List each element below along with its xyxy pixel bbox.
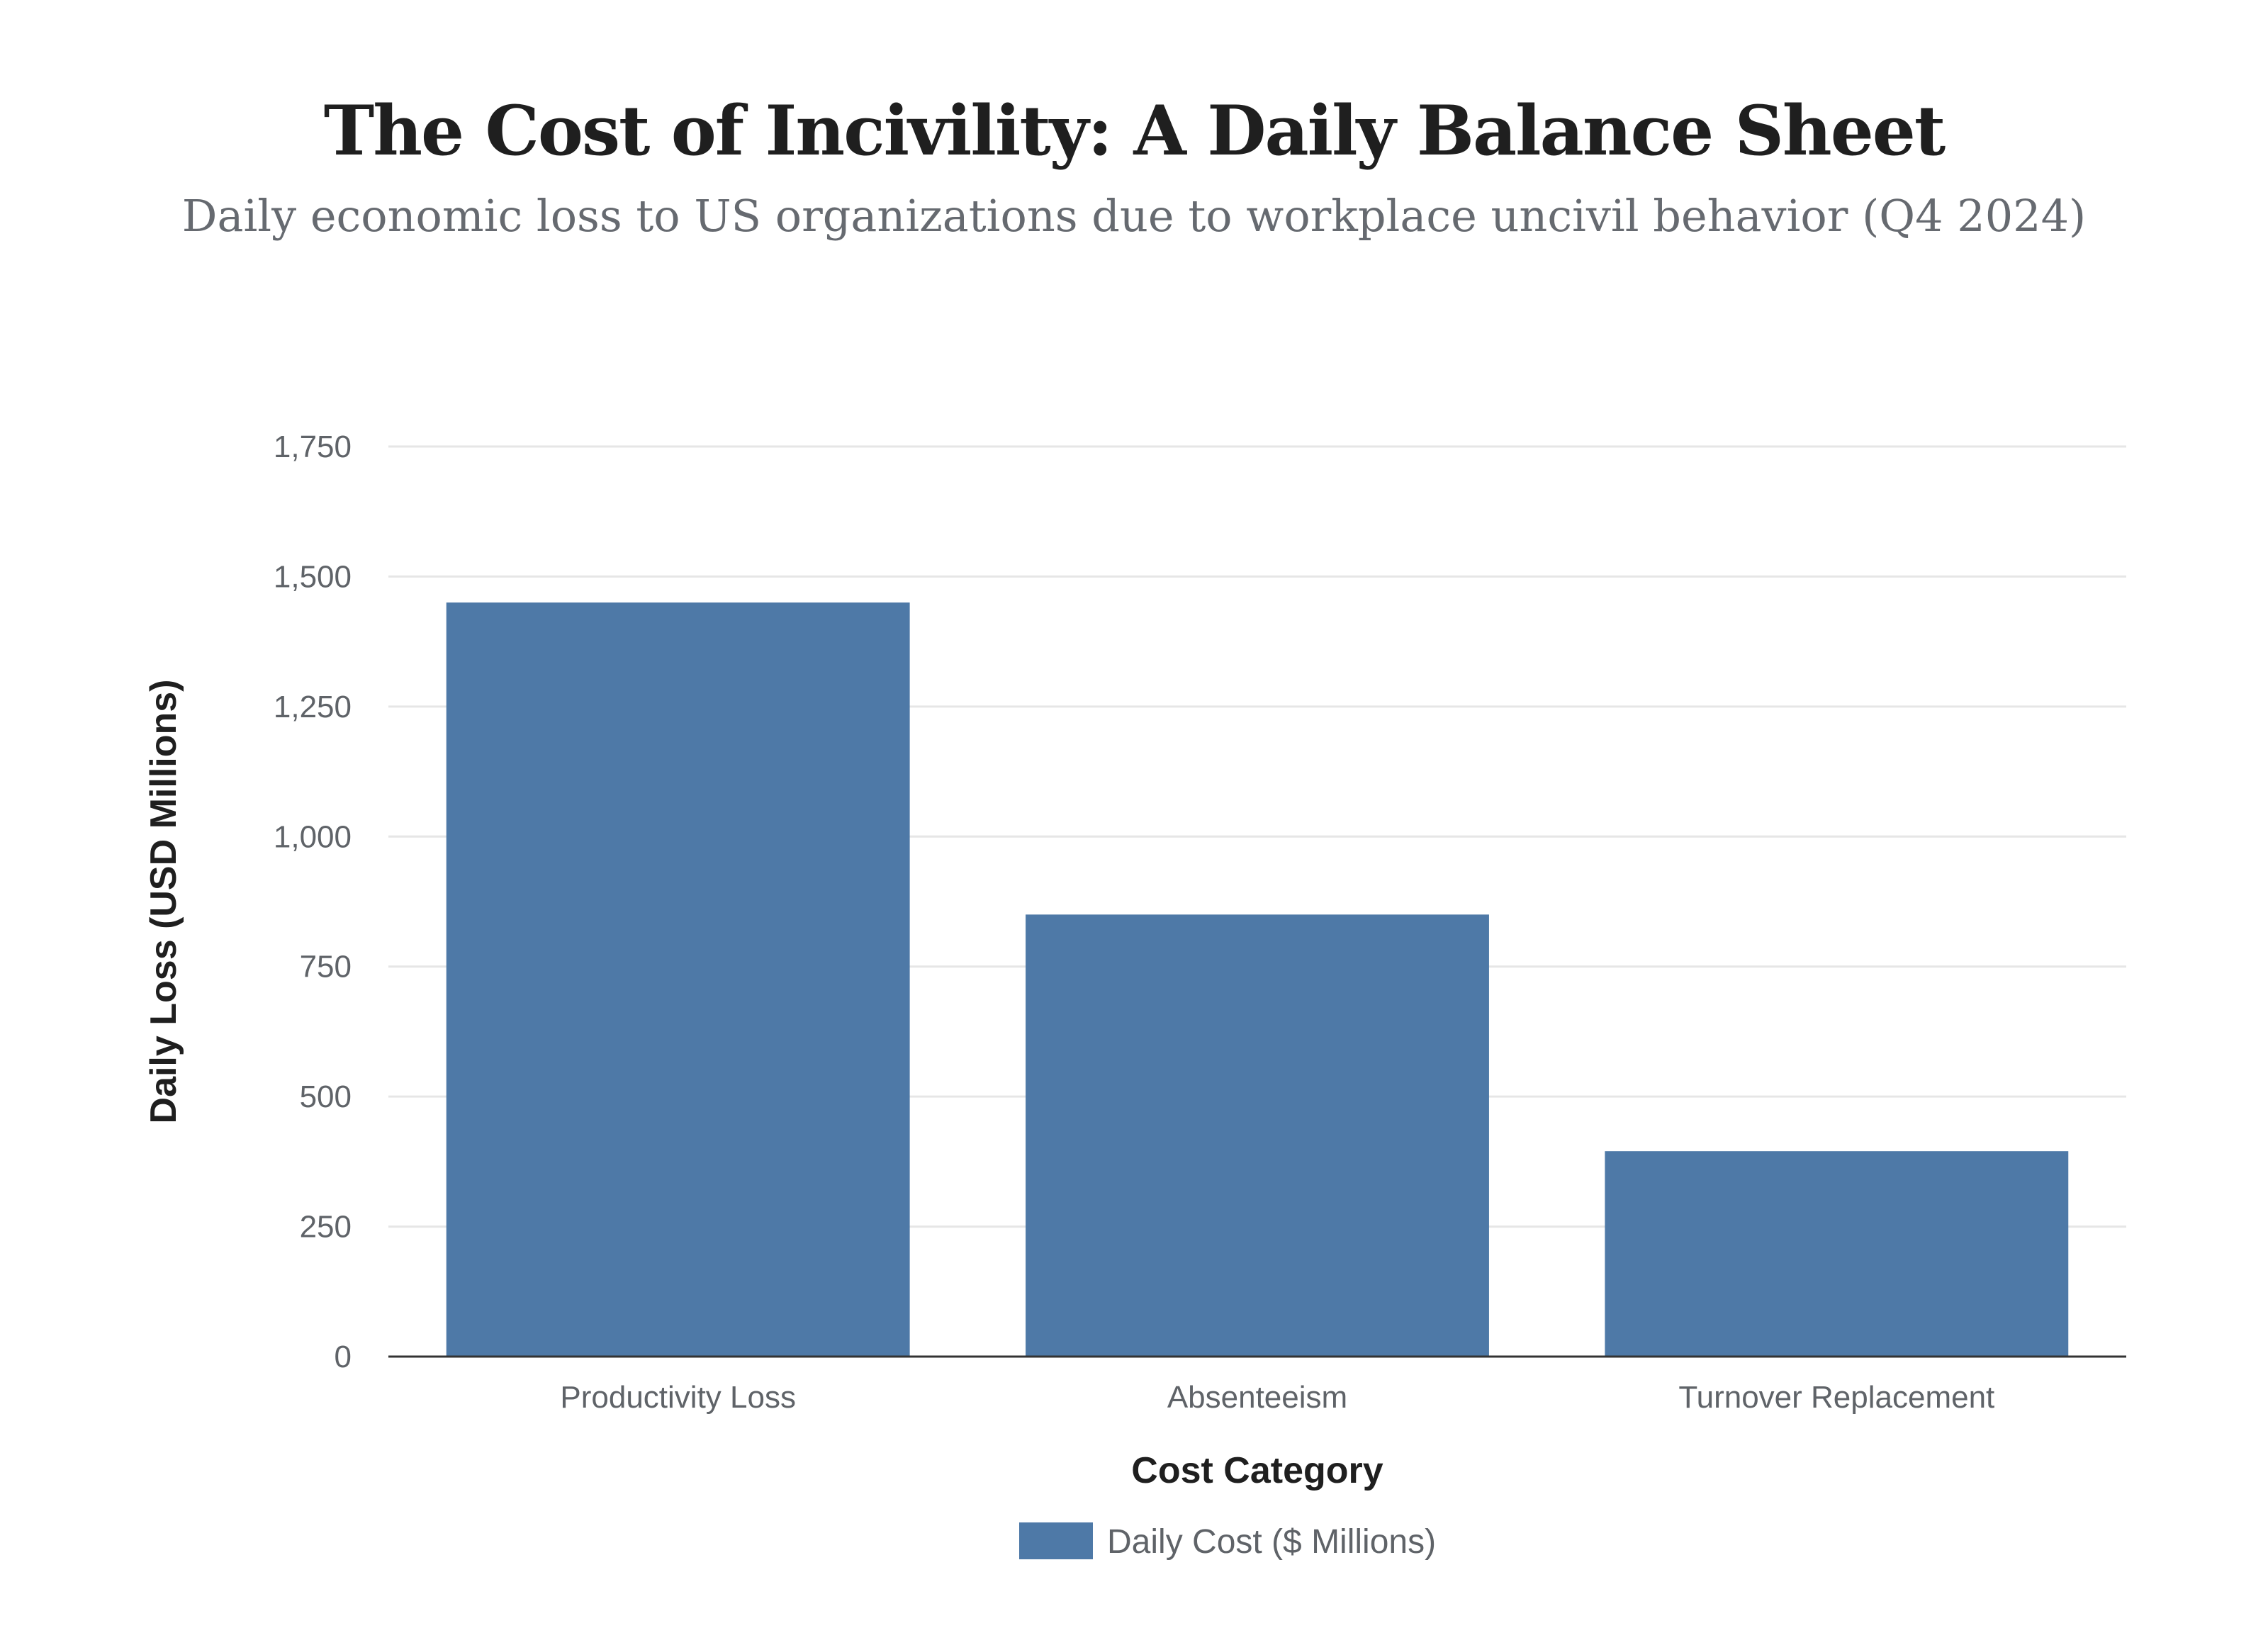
y-tick-label: 1,000 <box>274 819 352 854</box>
x-tick-label: Productivity Loss <box>560 1380 796 1415</box>
bars <box>446 602 2069 1357</box>
x-axis-title: Cost Category <box>1131 1450 1383 1491</box>
legend-label: Daily Cost ($ Millions) <box>1107 1523 1436 1561</box>
x-axis-ticks: Productivity Loss Absenteeism Turnover Rep… <box>560 1380 1994 1415</box>
y-axis-ticks: 0 250 500 750 1,000 1,250 1,500 1,750 <box>274 430 352 1374</box>
x-tick-label: Absenteeism <box>1167 1380 1347 1415</box>
legend-swatch <box>1019 1522 1093 1559</box>
y-tick-label: 0 <box>335 1340 352 1374</box>
bar-absenteeism <box>1026 914 1489 1357</box>
y-tick-label: 750 <box>300 950 352 984</box>
bar-turnover-replacement <box>1605 1151 2069 1357</box>
chart-title: The Cost of Incivility: A Daily Balance … <box>323 91 1946 171</box>
y-tick-label: 1,750 <box>274 430 352 464</box>
legend: Daily Cost ($ Millions) <box>1019 1522 1436 1561</box>
x-tick-label: Turnover Replacement <box>1678 1380 1994 1415</box>
y-tick-label: 500 <box>300 1079 352 1114</box>
y-axis-title: Daily Loss (USD Millions) <box>143 680 184 1124</box>
y-tick-label: 1,250 <box>274 690 352 724</box>
y-tick-label: 250 <box>300 1210 352 1245</box>
chart-subtitle: Daily economic loss to US organizations … <box>181 190 2087 242</box>
y-tick-label: 1,500 <box>274 559 352 594</box>
bar-productivity-loss <box>446 602 910 1357</box>
